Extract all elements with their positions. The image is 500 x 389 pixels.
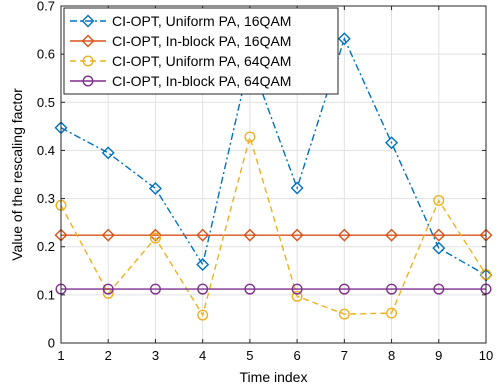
data-point-marker: [432, 241, 446, 255]
y-tick-label: 0: [48, 336, 55, 351]
y-tick-label: 0.5: [37, 95, 55, 110]
series-line: [60, 134, 487, 317]
y-tick-label: 0.3: [37, 191, 55, 206]
data-point-marker: [386, 307, 398, 319]
x-tick-label: 1: [57, 348, 64, 363]
data-point-marker: [432, 228, 446, 242]
data-point-marker: [385, 136, 399, 150]
series-3: [55, 131, 492, 321]
y-axis-label: Value of the rescaling factor: [9, 88, 25, 261]
x-tick-label: 9: [435, 348, 442, 363]
data-point-marker: [433, 194, 445, 206]
data-point-marker: [81, 34, 95, 48]
data-point-marker: [82, 55, 94, 67]
data-point-marker: [196, 258, 210, 272]
data-point-marker: [148, 181, 162, 195]
legend-box: [63, 7, 339, 95]
data-point-marker: [290, 181, 304, 195]
y-tick-label: 0.2: [37, 239, 55, 254]
data-point-marker: [102, 283, 114, 295]
x-tick-label: 7: [341, 348, 348, 363]
data-point-marker: [291, 283, 303, 295]
data-point-marker: [385, 228, 399, 242]
data-point-marker: [337, 32, 351, 46]
data-point-marker: [243, 228, 257, 242]
data-point-marker: [244, 283, 256, 295]
legend-entry: CI-OPT, In-block PA, 16QAM: [70, 33, 291, 49]
x-axis-label: Time index: [240, 369, 308, 385]
data-point-marker: [101, 146, 115, 160]
x-tick-label: 2: [105, 348, 112, 363]
data-point-marker: [433, 283, 445, 295]
data-point-marker: [197, 283, 209, 295]
chart-legend: CI-OPT, Uniform PA, 16QAM CI-OPT, In-bloc…: [63, 7, 339, 95]
x-tick-label: 4: [199, 348, 206, 363]
series-line: [60, 36, 487, 276]
data-point-marker: [244, 131, 256, 143]
data-point-marker: [291, 290, 303, 302]
legend-label: CI-OPT, In-block PA, 16QAM: [112, 33, 291, 49]
axis-ticks: 1 2 3 4 5 6 7 8 9 10 0 0.1 0.2 0.3 0.4 0.5 0.6 0.7: [37, 0, 493, 363]
legend-label: CI-OPT, Uniform PA, 16QAM: [112, 13, 291, 29]
legend-label: CI-OPT, Uniform PA, 64QAM: [112, 53, 291, 69]
plot-frame: [60, 5, 487, 344]
data-point-marker: [101, 228, 115, 242]
data-point-marker: [338, 283, 350, 295]
legend-label: CI-OPT, In-block PA, 64QAM: [112, 73, 291, 89]
data-point-marker: [196, 228, 210, 242]
data-point-marker: [290, 228, 304, 242]
y-tick-label: 0.6: [37, 47, 55, 62]
plot-border: [60, 5, 487, 344]
series-4: [55, 283, 492, 295]
legend-entry: CI-OPT, Uniform PA, 64QAM: [70, 53, 291, 69]
x-tick-label: 8: [388, 348, 395, 363]
data-point-marker: [149, 232, 161, 244]
data-point-marker: [337, 228, 351, 242]
legend-entry: CI-OPT, Uniform PA, 16QAM: [70, 13, 291, 29]
x-tick-label: 10: [479, 348, 493, 363]
data-point-marker: [149, 283, 161, 295]
data-point-marker: [197, 309, 209, 321]
x-tick-label: 6: [293, 348, 300, 363]
y-tick-label: 0.7: [37, 0, 55, 14]
y-tick-label: 0.1: [37, 287, 55, 302]
data-point-marker: [386, 283, 398, 295]
y-tick-label: 0.4: [37, 143, 55, 158]
legend-entry: CI-OPT, In-block PA, 64QAM: [70, 73, 291, 89]
data-point-marker: [338, 308, 350, 320]
data-point-marker: [148, 228, 162, 242]
data-point-marker: [82, 75, 94, 87]
x-tick-label: 3: [152, 348, 159, 363]
data-point-marker: [81, 14, 95, 28]
x-tick-label: 5: [246, 348, 253, 363]
